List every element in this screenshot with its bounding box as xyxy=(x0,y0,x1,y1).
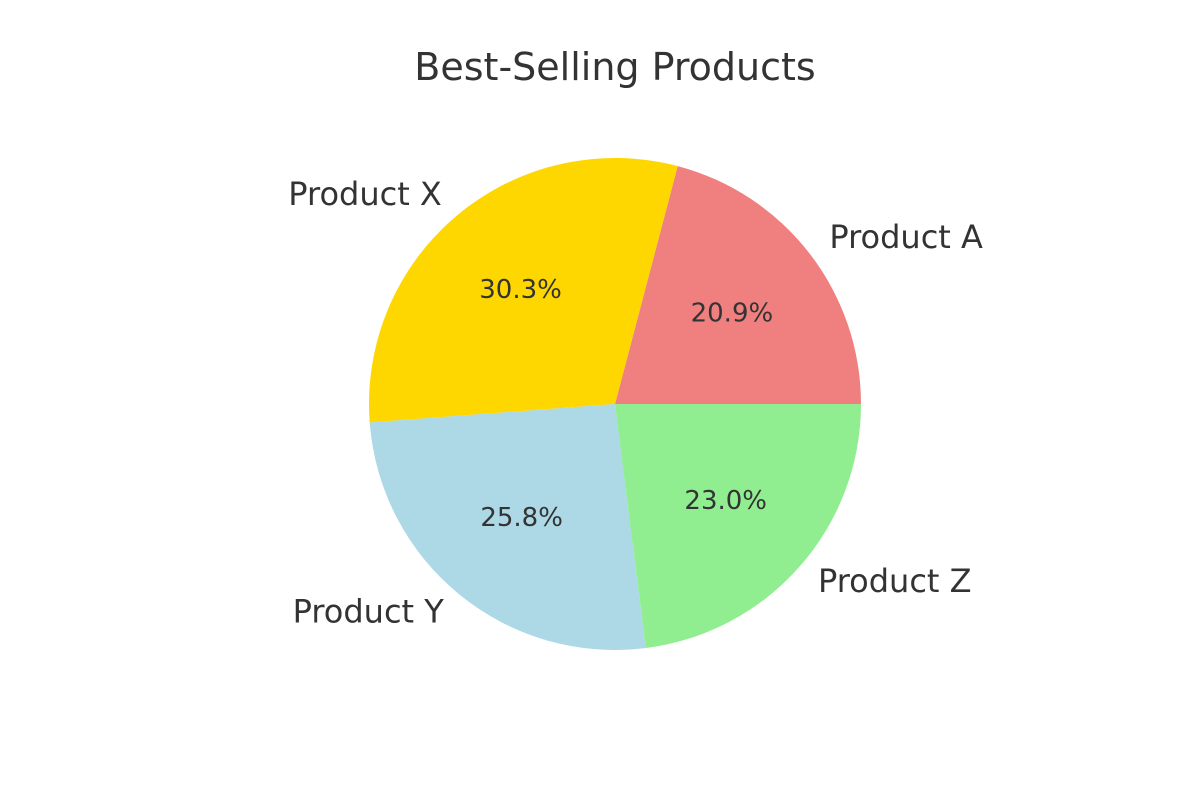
slice-label: Product X xyxy=(288,175,442,213)
chart-title: Best-Selling Products xyxy=(414,45,815,89)
slice-percent-label: 20.9% xyxy=(691,298,774,328)
slice-percent-label: 25.8% xyxy=(480,503,563,533)
pie-slices xyxy=(368,158,861,651)
pie-slice-product-x xyxy=(368,158,678,423)
pie-slice-product-z xyxy=(615,404,861,649)
pie-slice-product-a xyxy=(615,166,861,404)
slice-label: Product Y xyxy=(293,593,445,631)
slice-percent-label: 30.3% xyxy=(479,275,562,305)
slice-label: Product Z xyxy=(818,562,972,600)
pie-slice-product-y xyxy=(369,404,646,651)
pie-labels: Product A 20.9% Product X 30.3% Product Y 25.… xyxy=(288,175,983,631)
slice-label: Product A xyxy=(829,218,983,256)
slice-percent-label: 23.0% xyxy=(684,486,767,516)
